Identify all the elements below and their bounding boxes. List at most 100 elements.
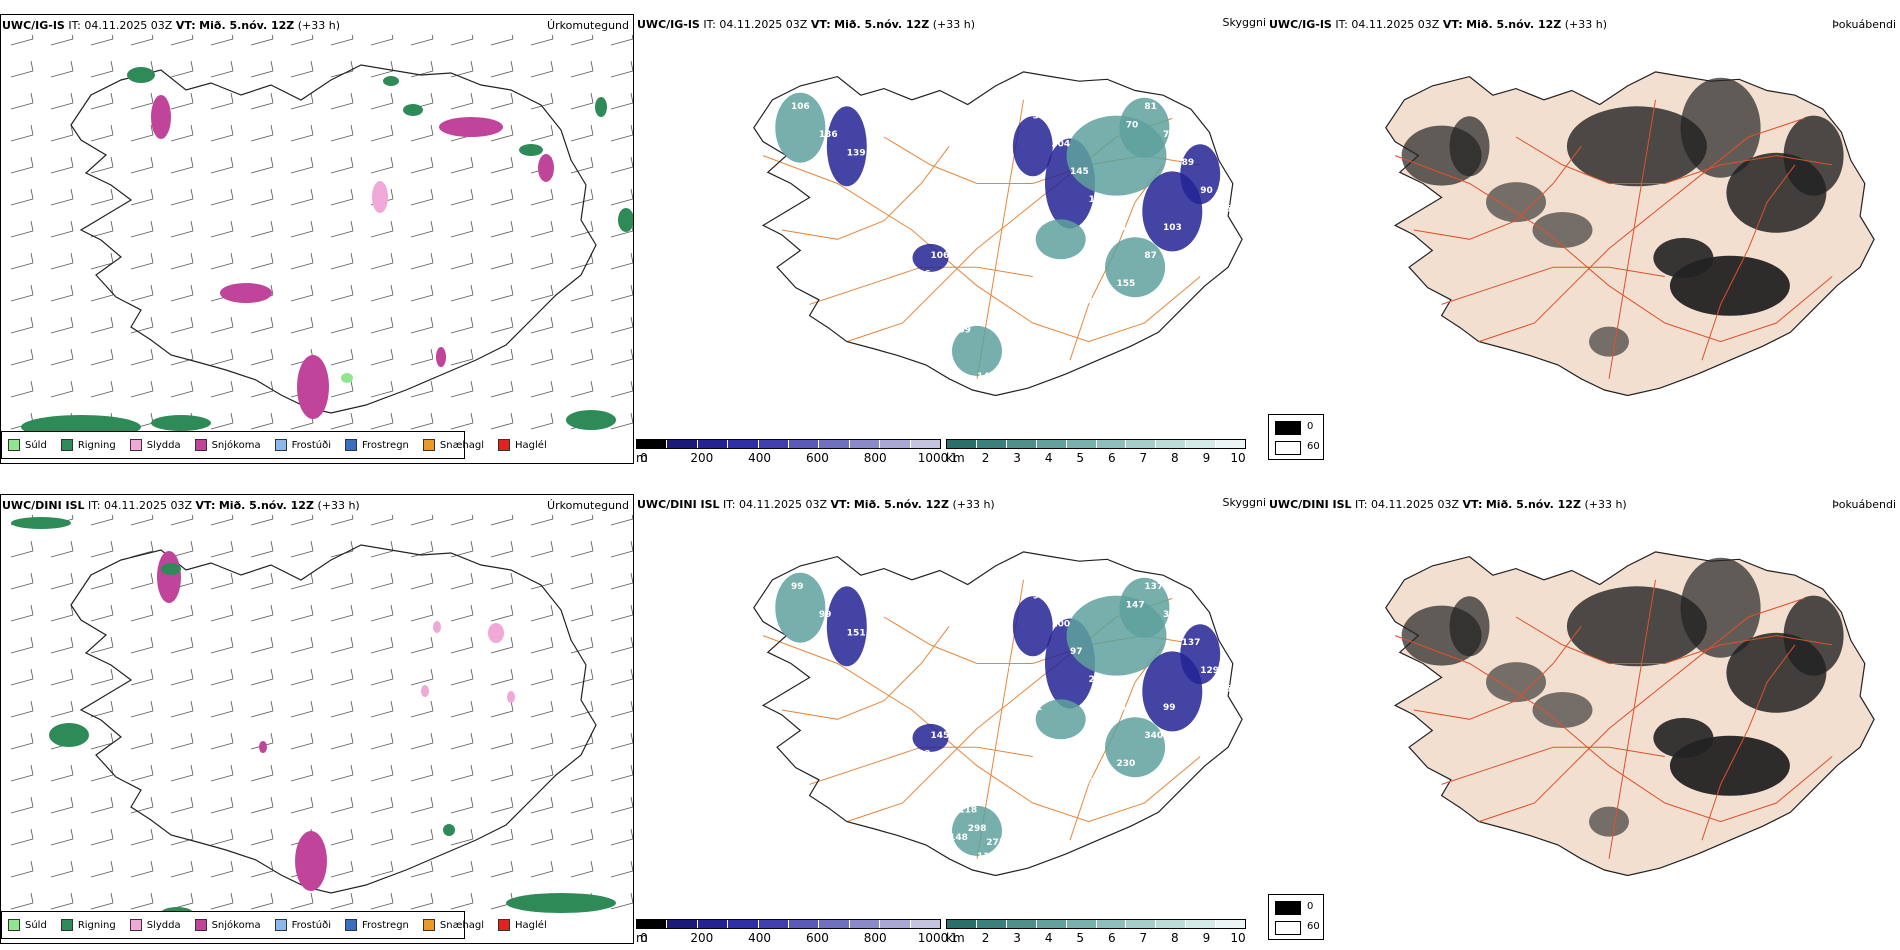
wind-barb: [450, 732, 474, 750]
road-network: [1394, 579, 1833, 859]
cloudbase-label: 86: [1219, 204, 1232, 214]
visibility-patch: [826, 106, 867, 187]
colorbar-segment: [1156, 920, 1187, 928]
vt-value: Mið. 5.nóv. 12Z: [199, 19, 295, 32]
legend-label: Frostregn: [362, 439, 409, 451]
fog-panel-bottom: UWC/DINI ISL IT: 04.11.2025 03Z VT: Mið.…: [1268, 494, 1900, 944]
wind-barb: [290, 316, 314, 334]
wind-barb: [370, 412, 394, 430]
wind-barb: [90, 92, 114, 110]
legend-item: Slydda: [129, 919, 181, 931]
wind-barb: [410, 700, 434, 718]
visibility-patch: [952, 805, 1002, 856]
wind-barb: [370, 828, 394, 846]
wind-barb: [450, 700, 474, 718]
cloudbase-label: 202: [996, 666, 1015, 676]
it-label: IT:: [68, 19, 81, 32]
vt-value: Mið. 5.nóv. 12Z: [1466, 18, 1562, 31]
cloudbase-label: 87: [1144, 251, 1157, 261]
wind-barb: [490, 515, 514, 526]
it-label: IT:: [703, 18, 716, 31]
wind-barb: [290, 796, 314, 814]
fog-patch: [1653, 237, 1714, 278]
wind-barb: [210, 636, 234, 654]
wind-barb: [330, 860, 354, 878]
wind-barb: [10, 124, 34, 142]
wind-barb: [170, 252, 194, 270]
visibility-patch: [912, 723, 949, 752]
colorbar-segment: [667, 440, 698, 448]
cloudbase-label: 89: [1182, 158, 1195, 168]
wind-barb: [10, 796, 34, 814]
wind-barb: [210, 156, 234, 174]
wind-barb: [210, 188, 234, 206]
wind-barb: [450, 515, 474, 526]
wind-barb: [330, 188, 354, 206]
legend-label: Frostúði: [291, 919, 331, 931]
colorbar-segment: [637, 440, 668, 448]
wind-barb: [490, 92, 514, 110]
wind-barb: [410, 316, 434, 334]
wind-barb: [610, 412, 633, 430]
wind-barb: [610, 732, 633, 750]
cloudbase-label: 208: [1205, 712, 1224, 722]
wind-barb: [370, 540, 394, 558]
colorbar-tick: 200: [690, 451, 714, 464]
wind-barb: [450, 572, 474, 590]
visibility-panel-top: UWC/IG-IS IT: 04.11.2025 03Z VT: Mið. 5.…: [636, 14, 1268, 464]
wind-barb: [250, 828, 274, 846]
road-line: [1413, 626, 1582, 720]
wind-barb: [490, 348, 514, 366]
wind-barb: [570, 348, 594, 366]
cloudbase-label: 98: [1182, 740, 1195, 750]
wind-barb: [250, 124, 274, 142]
wind-barb: [410, 348, 434, 366]
wind-barb: [210, 796, 234, 814]
wind-barb: [370, 35, 394, 46]
iceland-outline: [70, 64, 597, 414]
cloudbase-label: 125: [1107, 703, 1126, 713]
fog-legend-swatch: [1275, 421, 1301, 435]
wind-barb: [250, 188, 274, 206]
wind-barb: [330, 796, 354, 814]
colorbar-tick: 200: [690, 931, 714, 944]
cloudbase-label: 136: [819, 130, 838, 140]
wind-barb: [210, 668, 234, 686]
legend-label: Haglél: [515, 919, 547, 931]
vt-label: VT:: [175, 19, 196, 32]
colorbar-tick: 400: [748, 451, 772, 464]
wind-barb: [330, 412, 354, 430]
wind-barb: [610, 604, 633, 622]
cloudbase-label: 171: [1079, 824, 1098, 834]
colorbar-tick: 800: [863, 931, 887, 944]
wind-barb: [570, 636, 594, 654]
model-name: UWC/IG-IS: [2, 19, 65, 32]
wind-barb: [250, 348, 274, 366]
wind-barb: [450, 636, 474, 654]
wind-barb: [10, 92, 34, 110]
road-line: [762, 155, 1201, 343]
fog-legend-label: 60: [1307, 921, 1320, 932]
wind-barb: [90, 796, 114, 814]
colorbar-unit: km: [946, 451, 965, 464]
legend-item: Frostregn: [345, 919, 409, 931]
cloudbase-label: 230: [1117, 759, 1136, 769]
road-network: [1394, 99, 1833, 379]
wind-barb: [490, 636, 514, 654]
wind-barb: [210, 764, 234, 782]
wind-barb: [130, 220, 154, 238]
cloudbase-label: 155: [1117, 279, 1136, 289]
wind-barb: [570, 764, 594, 782]
wind-barb: [530, 828, 554, 846]
wind-barb: [170, 60, 194, 78]
panel-title: Úrkomutegund: [547, 499, 629, 512]
visibility-patch: [1180, 624, 1221, 685]
colorbar-tick: 7: [1139, 451, 1148, 464]
wind-barb: [610, 540, 633, 558]
precip-map: [10, 35, 633, 455]
wind-barb: [610, 796, 633, 814]
panel-header: UWC/IG-IS IT: 04.11.2025 03Z VT: Mið. 5.…: [1269, 18, 1607, 31]
legend-swatch: [498, 439, 511, 451]
lead-time: (+33 h): [317, 499, 360, 512]
colorbar-tick: 6: [1107, 931, 1116, 944]
